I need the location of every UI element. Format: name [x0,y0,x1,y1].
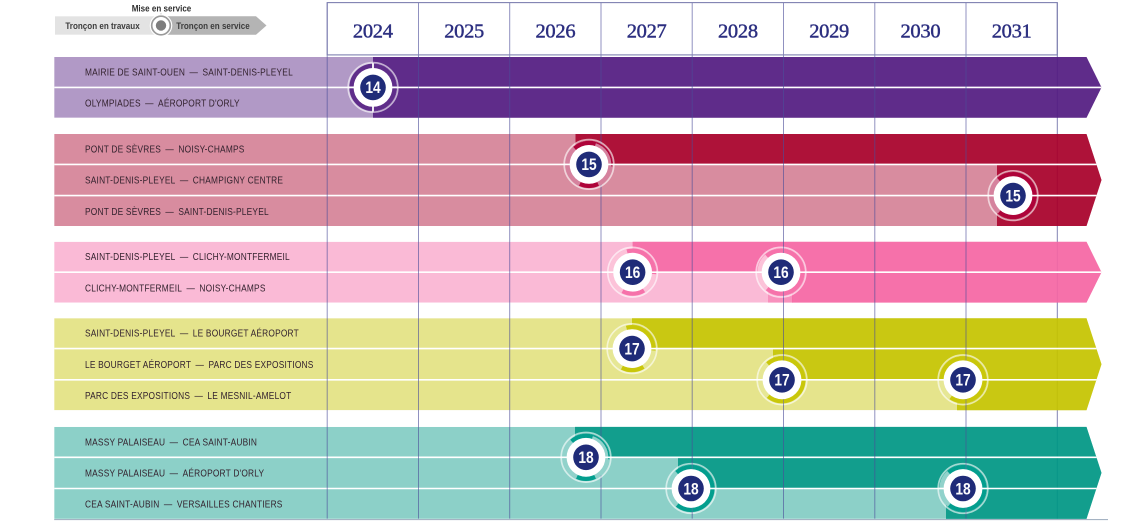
svg-text:2025: 2025 [444,21,484,43]
svg-text:SAINT-DENIS-PLEYEL — LE BOURGE: SAINT-DENIS-PLEYEL — LE BOURGET AÉROPORT [85,328,299,339]
svg-text:PARC DES EXPOSITIONS — LE MESN: PARC DES EXPOSITIONS — LE MESNIL-AMELOT [85,390,292,401]
svg-text:18: 18 [578,449,593,467]
svg-text:2027: 2027 [627,21,667,43]
svg-text:OLYMPIADES — AÉROPORT D'ORLY: OLYMPIADES — AÉROPORT D'ORLY [85,98,240,109]
svg-text:2028: 2028 [718,21,758,43]
svg-text:16: 16 [625,264,640,282]
svg-text:LE BOURGET AÉROPORT — PARC DES: LE BOURGET AÉROPORT — PARC DES EXPOSITIO… [85,359,314,370]
svg-text:17: 17 [624,340,639,358]
svg-text:15: 15 [1005,187,1020,205]
svg-text:CEA SAINT-AUBIN — VERSAILLES C: CEA SAINT-AUBIN — VERSAILLES CHANTIERS [85,499,283,510]
svg-text:PONT DE SÈVRES — NOISY-CHAMPS: PONT DE SÈVRES — NOISY-CHAMPS [85,144,245,155]
svg-text:MASSY PALAISEAU — AÉROPORT D'O: MASSY PALAISEAU — AÉROPORT D'ORLY [85,468,264,479]
svg-text:Mise en service: Mise en service [132,3,192,14]
svg-text:PONT DE SÈVRES — SAINT-DENIS-P: PONT DE SÈVRES — SAINT-DENIS-PLEYEL [85,206,269,217]
svg-text:17: 17 [774,372,789,390]
svg-text:17: 17 [955,372,970,390]
svg-text:14: 14 [365,79,381,97]
svg-text:SAINT-DENIS-PLEYEL — CHAMPIGNY: SAINT-DENIS-PLEYEL — CHAMPIGNY CENTRE [85,175,283,186]
svg-text:MAIRIE DE SAINT-OUEN — SAINT-D: MAIRIE DE SAINT-OUEN — SAINT-DENIS-PLEYE… [85,67,293,78]
svg-text:18: 18 [955,480,970,498]
svg-text:15: 15 [581,156,596,174]
svg-text:SAINT-DENIS-PLEYEL — CLICHY-MO: SAINT-DENIS-PLEYEL — CLICHY-MONTFERMEIL [85,251,290,262]
svg-text:MASSY PALAISEAU — CEA SAINT-AU: MASSY PALAISEAU — CEA SAINT-AUBIN [85,437,257,448]
svg-text:CLICHY-MONTFERMEIL — NOISY-CHA: CLICHY-MONTFERMEIL — NOISY-CHAMPS [85,283,266,294]
svg-text:2030: 2030 [900,21,940,43]
svg-text:16: 16 [773,264,788,282]
svg-text:2026: 2026 [535,21,575,43]
svg-text:Tronçon en service: Tronçon en service [176,20,250,31]
svg-text:2024: 2024 [353,21,393,43]
svg-text:Tronçon en travaux: Tronçon en travaux [65,20,139,31]
svg-text:18: 18 [683,480,698,498]
svg-text:2031: 2031 [992,21,1032,43]
svg-text:2029: 2029 [809,21,849,43]
